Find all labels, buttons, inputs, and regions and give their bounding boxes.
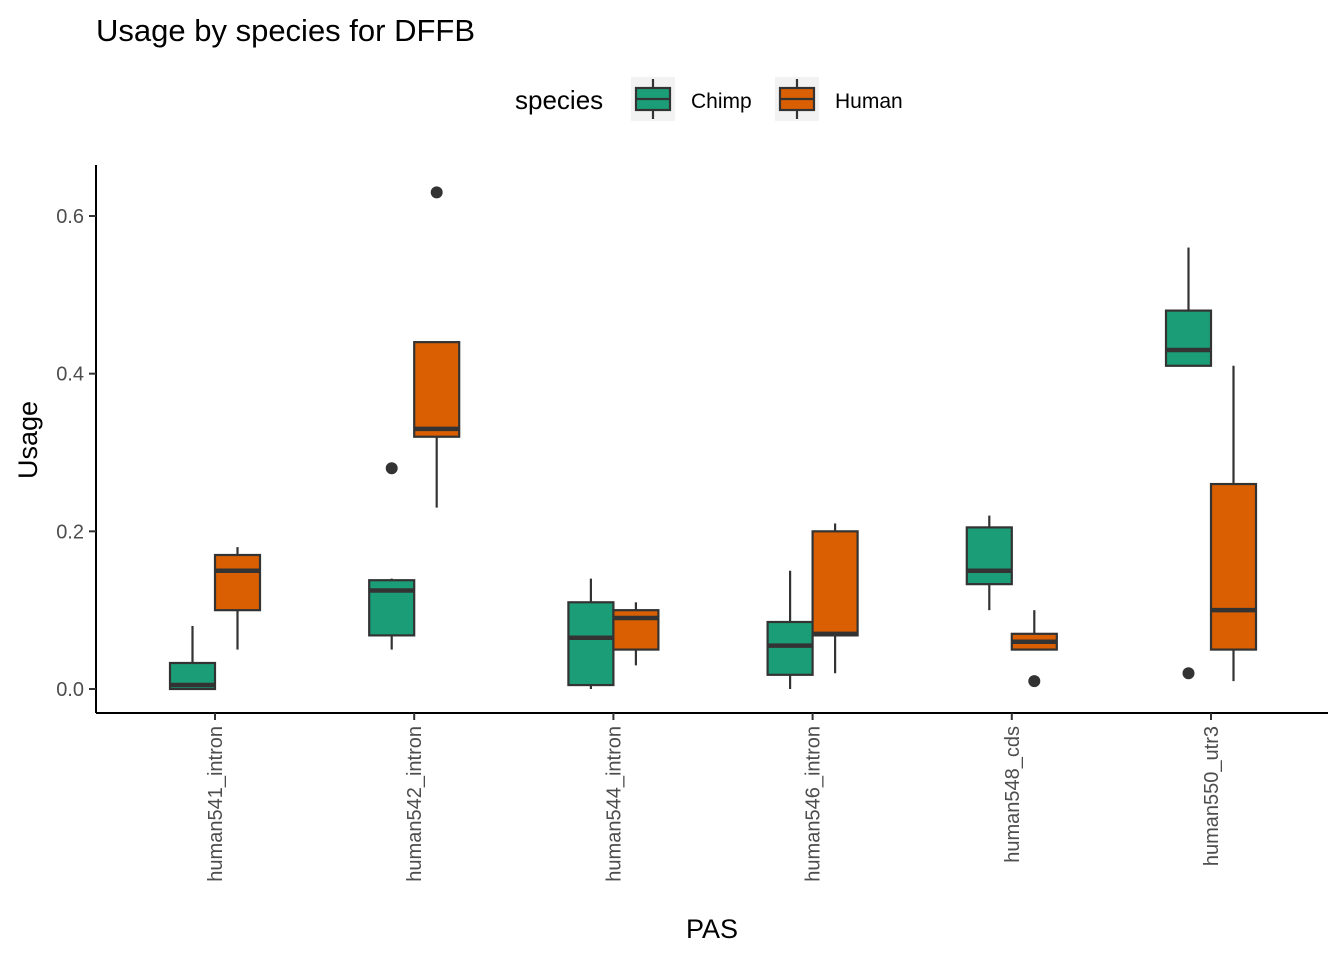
outlier-point	[385, 462, 398, 475]
box-human	[1209, 365, 1258, 682]
box-body	[1209, 482, 1258, 651]
axes: 0.0 0.2 0.4 0.6 human541_intron human542_intr…	[56, 165, 1328, 882]
box-human	[213, 547, 262, 650]
box-body	[766, 620, 814, 676]
box-human	[612, 602, 660, 666]
box-chimp	[965, 515, 1013, 611]
x-tick-label: human541_intron	[205, 726, 227, 882]
y-tick-label: 0.2	[56, 521, 84, 543]
plot-panel	[168, 186, 1258, 691]
y-tick-label: 0.6	[56, 206, 84, 228]
legend-title: species	[515, 85, 603, 115]
chart-title: Usage by species for DFFB	[96, 13, 475, 48]
box-chimp	[168, 625, 217, 691]
box-body	[413, 341, 461, 438]
legend: species Chimp Human	[515, 77, 903, 121]
x-tick-label: human550_utr3	[1201, 726, 1223, 866]
box-body	[213, 553, 262, 612]
x-tick-label: human544_intron	[603, 726, 625, 882]
box-body	[567, 601, 615, 687]
x-tick-label: human542_intron	[404, 726, 426, 882]
box-human	[811, 523, 859, 674]
box-chimp	[766, 570, 814, 689]
box-body	[811, 530, 859, 637]
x-axis-title: PAS	[686, 914, 738, 944]
box-body	[1164, 309, 1213, 367]
box-chimp	[567, 578, 615, 689]
x-tick-label: human546_intron	[803, 726, 825, 882]
box-chimp	[368, 462, 416, 650]
y-tick-label: 0.4	[56, 364, 84, 386]
outlier-point	[430, 186, 443, 199]
legend-label: Chimp	[691, 90, 752, 113]
box-chimp	[1164, 247, 1213, 680]
outlier-point	[1182, 667, 1195, 680]
box-human	[413, 186, 461, 508]
x-tick-label: human548_cds	[1002, 726, 1024, 863]
box-human	[1010, 610, 1058, 688]
y-axis-title: Usage	[13, 401, 43, 479]
legend-label: Human	[835, 90, 903, 113]
outlier-point	[1028, 675, 1041, 688]
y-tick-label: 0.0	[56, 679, 84, 701]
box-body	[965, 526, 1013, 586]
